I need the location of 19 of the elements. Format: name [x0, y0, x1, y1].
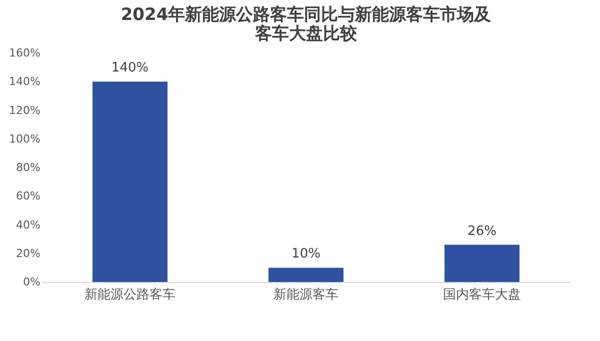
data-label: 140%: [111, 60, 149, 76]
data-label: 10%: [292, 246, 320, 262]
x-tick-label: 新能源客车: [274, 286, 338, 302]
bar: [444, 244, 520, 282]
y-tick-label: 20%: [16, 246, 40, 260]
bar: [92, 82, 168, 282]
y-tick-label: 60%: [16, 190, 40, 203]
y-tick-label: 140%: [9, 75, 40, 88]
y-tick-label: 40%: [16, 218, 40, 232]
x-tick-label: 新能源公路客车: [84, 286, 176, 302]
y-tick-label: 100%: [9, 132, 40, 146]
data-label: 26%: [468, 224, 496, 239]
chart-title: 2024年新能源公路客车同比与新能源客车市场及客车大盘比较: [120, 5, 492, 44]
y-tick-label: 160%: [9, 46, 40, 60]
x-tick-label: 国内客车大盘: [443, 286, 521, 302]
y-tick-label: 0%: [23, 276, 40, 288]
y-tick-label: 120%: [9, 104, 40, 117]
y-tick-label: 80%: [16, 161, 40, 174]
bar: [268, 268, 344, 282]
